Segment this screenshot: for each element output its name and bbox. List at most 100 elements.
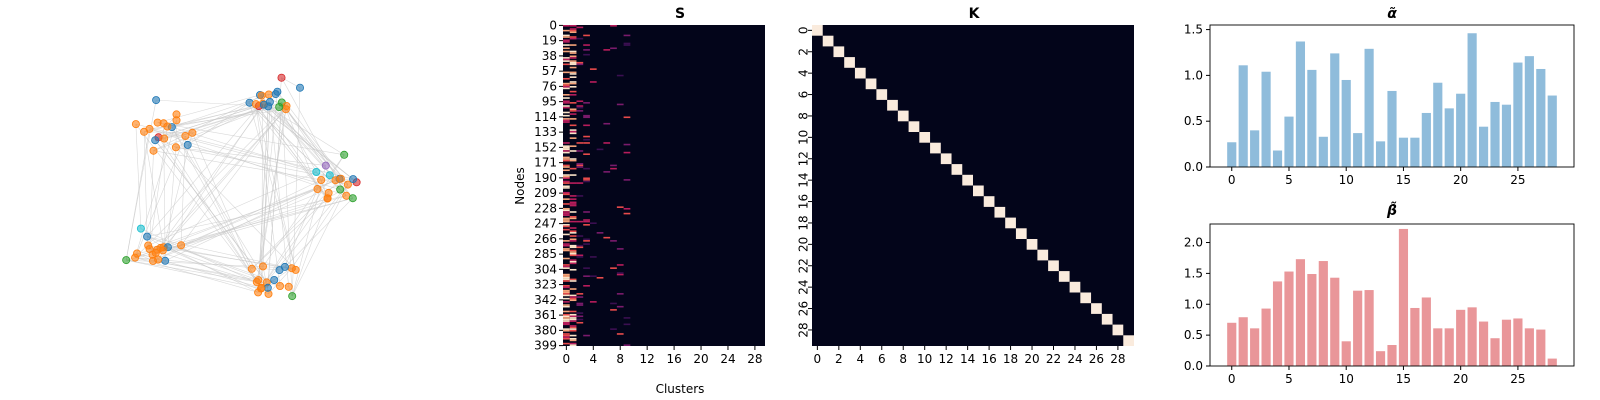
s-heatmap-cell [616,333,624,335]
s-heatmap-cell [563,39,570,42]
s-heatmap-cell [569,313,577,316]
s-heatmap-cell [569,230,577,233]
s-heatmap-cell [583,44,590,46]
graph-edge [181,195,347,246]
graph-edge [187,102,250,146]
graph-node [140,127,149,136]
graph-edge [258,105,354,180]
beta-bar [1227,322,1237,366]
s-heatmap-cell [563,315,570,318]
beta-bar [1467,307,1477,366]
s-heatmap-cell [563,267,570,269]
beta-x-tick-label: 10 [1339,372,1354,386]
s-heatmap-cell [563,220,570,223]
graph-edge [262,103,357,183]
k-y-tick-label: 20 [797,237,811,252]
s-heatmap-cell [596,148,604,151]
k-diagonal-cell [940,153,952,165]
s-heatmap-cell [569,132,577,135]
s-heatmap-cell [576,315,584,318]
k-diagonal-cell [1101,313,1113,325]
alpha-bar [1444,108,1454,167]
alpha-bar-panel: α̃ 0 5 10 15 20 25 0.0 0.5 1.0 1.5 [1184,6,1575,187]
graph-node [172,116,181,125]
s-y-tick-label: 171 [534,156,557,170]
k-y-tick-label: 24 [797,280,811,295]
s-heatmap-cell [569,203,577,205]
graph-node [177,241,186,250]
s-heatmap-cell [569,329,577,332]
alpha-bar [1398,137,1409,167]
graph-edge [291,198,328,297]
graph-node [317,175,326,184]
s-heatmap-cell [569,294,577,297]
s-heatmap-cell [563,301,570,303]
k-diagonal-cell [1091,303,1102,314]
s-heatmap-cell [569,108,577,111]
k-y-tick-label: 12 [797,151,811,166]
s-heatmap-cell [616,264,624,266]
s-heatmap-cell [569,167,577,170]
s-heatmap-cell [563,323,570,326]
graph-edge [152,179,322,262]
s-heatmap-cell [563,276,570,279]
graph-edge [163,132,193,248]
beta-bar [1456,309,1466,366]
s-heatmap-cell [569,55,577,58]
s-heatmap-cell [563,102,570,104]
s-heatmap-cell [569,60,577,62]
graph-edge [157,108,287,250]
graph-node [136,224,145,233]
s-heatmap-cell [623,151,631,154]
s-heatmap-cell [563,328,570,330]
graph-edge [167,246,296,271]
graph-node [321,161,330,170]
s-heatmap-cell [563,71,570,74]
s-heatmap-cell [583,49,590,51]
s-heatmap-cell [576,246,584,249]
s-heatmap-cell [589,68,597,70]
s-heatmap-cell [603,142,611,144]
s-heatmap-cell [576,296,584,298]
s-heatmap-cell [569,268,577,271]
s-heatmap-cell [569,71,577,74]
k-x-tick-label: 12 [939,352,954,366]
s-heatmap-cell [563,214,570,216]
k-diagonal-cell [812,25,823,36]
s-heatmap-cell [563,342,570,345]
s-heatmap-cell [569,204,577,207]
s-heatmap-cell [603,122,611,125]
s-heatmap-cell [576,150,584,152]
beta-y-tick-label: 2.0 [1184,236,1203,250]
k-x-tick-label: 14 [960,352,975,366]
s-heatmap-cell [576,304,584,306]
s-heatmap-cell [569,260,577,263]
s-heatmap-cell [563,257,570,260]
graph-edge [284,188,318,268]
s-heatmap-cell [569,50,577,53]
graph-nodes [122,73,361,301]
s-y-tick-label: 95 [542,95,557,109]
s-heatmap-cell [569,182,577,184]
s-heatmap-cell [610,302,617,305]
s-x-label: Clusters [656,382,705,396]
s-heatmap-cell [563,50,570,53]
s-heatmap-cell [563,111,570,114]
k-y-tick-label: 8 [797,112,811,120]
graph-edge [157,104,264,250]
s-heatmap-cell [610,25,617,27]
s-heatmap-cell [610,240,617,242]
graph-edge [175,147,340,180]
beta-bar [1353,290,1363,366]
s-heatmap-cell [623,42,631,45]
s-heatmap-cell [569,57,577,59]
k-heatmap-panel: K 0 2 4 6 8 10 12 14 16 18 20 22 24 26 28 024681012141… [797,6,1134,366]
graph-node [313,184,322,193]
s-heatmap-cell [563,146,570,149]
s-heatmap-cell [563,169,570,172]
s-heatmap-cell [576,26,584,29]
s-heatmap-cell [616,74,624,77]
s-heatmap-cell [569,201,577,204]
graph-edge [154,140,267,283]
